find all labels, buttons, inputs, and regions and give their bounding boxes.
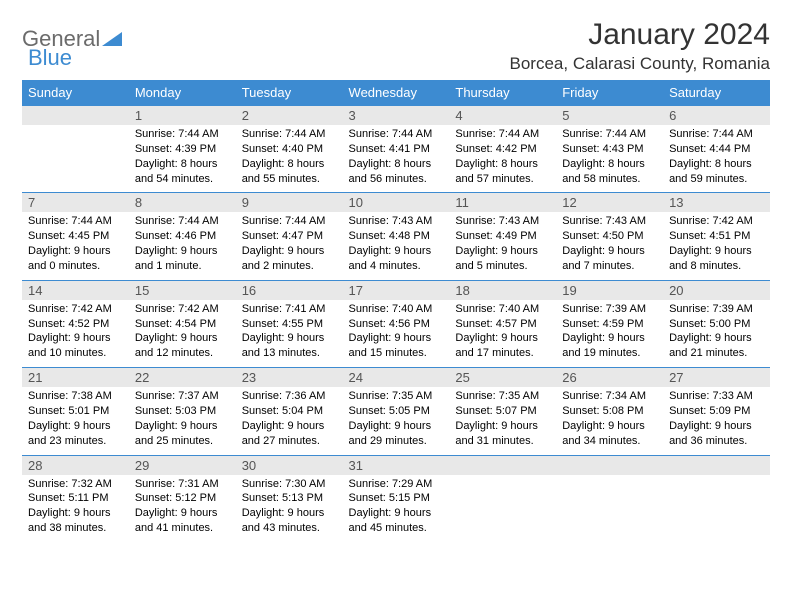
- day-cell: Sunrise: 7:43 AM Sunset: 4:50 PM Dayligh…: [556, 212, 663, 280]
- day-cell: Sunrise: 7:36 AM Sunset: 5:04 PM Dayligh…: [236, 387, 343, 455]
- day-cell: [556, 475, 663, 542]
- day-number: 30: [236, 455, 343, 475]
- day-cell: Sunrise: 7:42 AM Sunset: 4:54 PM Dayligh…: [129, 300, 236, 368]
- day-number: 17: [343, 280, 450, 300]
- day-number: 9: [236, 193, 343, 213]
- day-content-row: Sunrise: 7:44 AM Sunset: 4:39 PM Dayligh…: [22, 125, 770, 193]
- day-cell: Sunrise: 7:30 AM Sunset: 5:13 PM Dayligh…: [236, 475, 343, 542]
- day-number: 3: [343, 106, 450, 126]
- day-content-row: Sunrise: 7:42 AM Sunset: 4:52 PM Dayligh…: [22, 300, 770, 368]
- day-number: 13: [663, 193, 770, 213]
- header: General January 2024 Borcea, Calarasi Co…: [22, 18, 770, 74]
- day-number: 28: [22, 455, 129, 475]
- day-number: 16: [236, 280, 343, 300]
- day-number: 1: [129, 106, 236, 126]
- day-number: 8: [129, 193, 236, 213]
- day-header: Monday: [129, 80, 236, 106]
- day-number-row: 28293031: [22, 455, 770, 475]
- day-number: [22, 106, 129, 126]
- day-number: 10: [343, 193, 450, 213]
- day-cell: Sunrise: 7:44 AM Sunset: 4:40 PM Dayligh…: [236, 125, 343, 193]
- day-header: Friday: [556, 80, 663, 106]
- day-number-row: 21222324252627: [22, 368, 770, 388]
- day-number: 4: [449, 106, 556, 126]
- day-number-row: 123456: [22, 106, 770, 126]
- day-cell: Sunrise: 7:44 AM Sunset: 4:41 PM Dayligh…: [343, 125, 450, 193]
- day-cell: Sunrise: 7:39 AM Sunset: 4:59 PM Dayligh…: [556, 300, 663, 368]
- day-number: 22: [129, 368, 236, 388]
- day-cell: Sunrise: 7:34 AM Sunset: 5:08 PM Dayligh…: [556, 387, 663, 455]
- day-number: 20: [663, 280, 770, 300]
- day-number: 18: [449, 280, 556, 300]
- day-number: 7: [22, 193, 129, 213]
- day-number: 14: [22, 280, 129, 300]
- day-number: [449, 455, 556, 475]
- day-number: 23: [236, 368, 343, 388]
- day-number: 21: [22, 368, 129, 388]
- day-cell: Sunrise: 7:44 AM Sunset: 4:44 PM Dayligh…: [663, 125, 770, 193]
- day-cell: Sunrise: 7:41 AM Sunset: 4:55 PM Dayligh…: [236, 300, 343, 368]
- day-cell: Sunrise: 7:44 AM Sunset: 4:42 PM Dayligh…: [449, 125, 556, 193]
- day-cell: Sunrise: 7:33 AM Sunset: 5:09 PM Dayligh…: [663, 387, 770, 455]
- day-cell: Sunrise: 7:42 AM Sunset: 4:52 PM Dayligh…: [22, 300, 129, 368]
- day-number: 12: [556, 193, 663, 213]
- day-header-row: Sunday Monday Tuesday Wednesday Thursday…: [22, 80, 770, 106]
- month-title: January 2024: [510, 18, 770, 52]
- day-cell: [22, 125, 129, 193]
- calendar-table: Sunday Monday Tuesday Wednesday Thursday…: [22, 80, 770, 542]
- day-cell: Sunrise: 7:38 AM Sunset: 5:01 PM Dayligh…: [22, 387, 129, 455]
- day-number-row: 14151617181920: [22, 280, 770, 300]
- day-number: [663, 455, 770, 475]
- day-cell: Sunrise: 7:40 AM Sunset: 4:56 PM Dayligh…: [343, 300, 450, 368]
- day-cell: Sunrise: 7:32 AM Sunset: 5:11 PM Dayligh…: [22, 475, 129, 542]
- day-cell: Sunrise: 7:37 AM Sunset: 5:03 PM Dayligh…: [129, 387, 236, 455]
- day-number-row: 78910111213: [22, 193, 770, 213]
- title-block: January 2024 Borcea, Calarasi County, Ro…: [510, 18, 770, 74]
- day-number: 24: [343, 368, 450, 388]
- day-cell: Sunrise: 7:43 AM Sunset: 4:49 PM Dayligh…: [449, 212, 556, 280]
- day-content-row: Sunrise: 7:38 AM Sunset: 5:01 PM Dayligh…: [22, 387, 770, 455]
- location: Borcea, Calarasi County, Romania: [510, 54, 770, 74]
- day-cell: Sunrise: 7:42 AM Sunset: 4:51 PM Dayligh…: [663, 212, 770, 280]
- day-cell: Sunrise: 7:43 AM Sunset: 4:48 PM Dayligh…: [343, 212, 450, 280]
- day-number: 19: [556, 280, 663, 300]
- day-cell: Sunrise: 7:31 AM Sunset: 5:12 PM Dayligh…: [129, 475, 236, 542]
- day-cell: [663, 475, 770, 542]
- day-header: Wednesday: [343, 80, 450, 106]
- day-number: [556, 455, 663, 475]
- day-cell: Sunrise: 7:44 AM Sunset: 4:45 PM Dayligh…: [22, 212, 129, 280]
- logo-blue-wrap: Blue: [28, 45, 72, 71]
- day-number: 26: [556, 368, 663, 388]
- day-cell: [449, 475, 556, 542]
- calendar-body: 123456Sunrise: 7:44 AM Sunset: 4:39 PM D…: [22, 106, 770, 542]
- day-number: 2: [236, 106, 343, 126]
- day-header: Tuesday: [236, 80, 343, 106]
- logo-triangle-icon: [102, 28, 122, 51]
- day-header: Saturday: [663, 80, 770, 106]
- day-cell: Sunrise: 7:39 AM Sunset: 5:00 PM Dayligh…: [663, 300, 770, 368]
- day-header: Thursday: [449, 80, 556, 106]
- day-cell: Sunrise: 7:44 AM Sunset: 4:46 PM Dayligh…: [129, 212, 236, 280]
- day-number: 11: [449, 193, 556, 213]
- day-cell: Sunrise: 7:44 AM Sunset: 4:43 PM Dayligh…: [556, 125, 663, 193]
- day-cell: Sunrise: 7:35 AM Sunset: 5:07 PM Dayligh…: [449, 387, 556, 455]
- day-cell: Sunrise: 7:35 AM Sunset: 5:05 PM Dayligh…: [343, 387, 450, 455]
- day-header: Sunday: [22, 80, 129, 106]
- day-number: 5: [556, 106, 663, 126]
- day-number: 25: [449, 368, 556, 388]
- day-content-row: Sunrise: 7:32 AM Sunset: 5:11 PM Dayligh…: [22, 475, 770, 542]
- day-number: 15: [129, 280, 236, 300]
- day-number: 31: [343, 455, 450, 475]
- day-number: 27: [663, 368, 770, 388]
- day-cell: Sunrise: 7:29 AM Sunset: 5:15 PM Dayligh…: [343, 475, 450, 542]
- day-content-row: Sunrise: 7:44 AM Sunset: 4:45 PM Dayligh…: [22, 212, 770, 280]
- page: General January 2024 Borcea, Calarasi Co…: [0, 0, 792, 560]
- day-number: 29: [129, 455, 236, 475]
- day-cell: Sunrise: 7:44 AM Sunset: 4:47 PM Dayligh…: [236, 212, 343, 280]
- day-cell: Sunrise: 7:40 AM Sunset: 4:57 PM Dayligh…: [449, 300, 556, 368]
- day-number: 6: [663, 106, 770, 126]
- day-cell: Sunrise: 7:44 AM Sunset: 4:39 PM Dayligh…: [129, 125, 236, 193]
- logo-text-blue: Blue: [28, 45, 72, 70]
